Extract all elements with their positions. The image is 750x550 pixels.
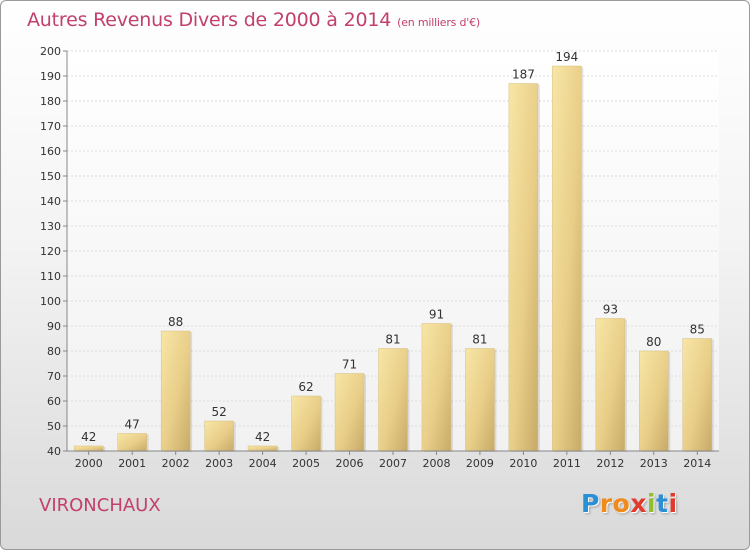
bar bbox=[465, 348, 495, 452]
x-axis: 2000 2001 2002 2003 2004 2005 2006 2007 2008 2009… bbox=[67, 450, 719, 470]
brand-letter: r bbox=[599, 489, 613, 518]
data-label: 47 bbox=[125, 418, 140, 432]
brand-letter: i bbox=[647, 489, 657, 518]
y-tick-label: 90 bbox=[47, 320, 61, 333]
y-tick-label: 160 bbox=[40, 145, 61, 158]
data-label: 187 bbox=[512, 68, 535, 82]
bar bbox=[421, 323, 452, 452]
y-tick-label: 170 bbox=[40, 120, 61, 133]
x-tick-label: 2013 bbox=[640, 457, 668, 470]
bar bbox=[291, 395, 321, 452]
grid-lines bbox=[67, 50, 719, 452]
x-tick-label: 2006 bbox=[336, 457, 364, 470]
data-label: 80 bbox=[646, 335, 661, 349]
x-tick-label: 2010 bbox=[509, 457, 537, 470]
data-label: 88 bbox=[168, 315, 183, 329]
data-label: 91 bbox=[429, 308, 444, 322]
y-tick-label: 130 bbox=[40, 220, 61, 233]
x-tick-label: 2008 bbox=[422, 457, 450, 470]
bar bbox=[334, 373, 365, 452]
x-tick-label: 2007 bbox=[379, 457, 407, 470]
chart-subtitle: (en milliers d'€) bbox=[397, 16, 481, 29]
x-tick-label: 2011 bbox=[553, 457, 581, 470]
y-tick-label: 70 bbox=[47, 370, 61, 383]
data-label: 42 bbox=[255, 430, 270, 444]
brand-logo: Proxiti bbox=[581, 489, 678, 518]
data-label: 93 bbox=[603, 303, 618, 317]
bar bbox=[117, 433, 147, 452]
chart-title-text: Autres Revenus Divers de 2000 à 2014 bbox=[27, 9, 392, 31]
data-label: 81 bbox=[472, 333, 487, 347]
bar bbox=[73, 445, 104, 452]
y-tick-label: 180 bbox=[40, 95, 61, 108]
brand-letter: o bbox=[612, 489, 631, 518]
x-tick-label: 2000 bbox=[75, 457, 103, 470]
brand-letter: P bbox=[581, 489, 600, 518]
x-tick-label: 2005 bbox=[292, 457, 320, 470]
bar bbox=[552, 65, 582, 452]
x-tick-label: 2009 bbox=[466, 457, 494, 470]
data-labels: 42 47 88 52 42 62 71 81 91 81 187 194 93 80 85 bbox=[81, 50, 705, 444]
bar bbox=[639, 350, 669, 452]
y-tick-label: 140 bbox=[40, 195, 61, 208]
x-tick-label: 2001 bbox=[118, 457, 146, 470]
y-tick-label: 150 bbox=[40, 170, 61, 183]
x-tick-label: 2004 bbox=[249, 457, 277, 470]
bars bbox=[73, 65, 714, 452]
x-tick-label: 2014 bbox=[683, 457, 711, 470]
bar bbox=[378, 348, 408, 452]
y-tick-label: 110 bbox=[40, 270, 61, 283]
y-axis: 40 50 60 70 80 90 100 110 120 130 140 150 160 170 180 1… bbox=[40, 45, 68, 458]
x-tick-label: 2003 bbox=[205, 457, 233, 470]
brand-letter: t bbox=[656, 489, 669, 518]
bar bbox=[247, 445, 278, 452]
y-tick-label: 60 bbox=[47, 395, 61, 408]
y-tick-label: 100 bbox=[40, 295, 61, 308]
location-name: VIRONCHAUX bbox=[39, 495, 161, 516]
data-label: 85 bbox=[690, 323, 705, 337]
bar bbox=[682, 338, 713, 452]
brand-letter: x bbox=[630, 489, 647, 518]
x-tick-label: 2002 bbox=[162, 457, 190, 470]
bar bbox=[595, 318, 626, 452]
data-label: 71 bbox=[342, 358, 357, 372]
data-label: 81 bbox=[385, 333, 400, 347]
data-label: 62 bbox=[298, 380, 313, 394]
y-tick-label: 40 bbox=[47, 445, 61, 458]
data-label: 52 bbox=[211, 405, 226, 419]
y-tick-label: 80 bbox=[47, 345, 61, 358]
bar bbox=[508, 83, 539, 452]
bar bbox=[160, 330, 191, 452]
y-tick-label: 50 bbox=[47, 420, 61, 433]
y-tick-label: 120 bbox=[40, 245, 61, 258]
data-label: 194 bbox=[555, 50, 578, 64]
x-tick-label: 2012 bbox=[596, 457, 624, 470]
y-tick-label: 200 bbox=[40, 45, 61, 58]
y-tick-label: 190 bbox=[40, 70, 61, 83]
chart-title: Autres Revenus Divers de 2000 à 2014 (en … bbox=[27, 9, 480, 31]
bar bbox=[204, 420, 234, 452]
brand-letter: i bbox=[668, 489, 678, 518]
data-label: 42 bbox=[81, 430, 96, 444]
